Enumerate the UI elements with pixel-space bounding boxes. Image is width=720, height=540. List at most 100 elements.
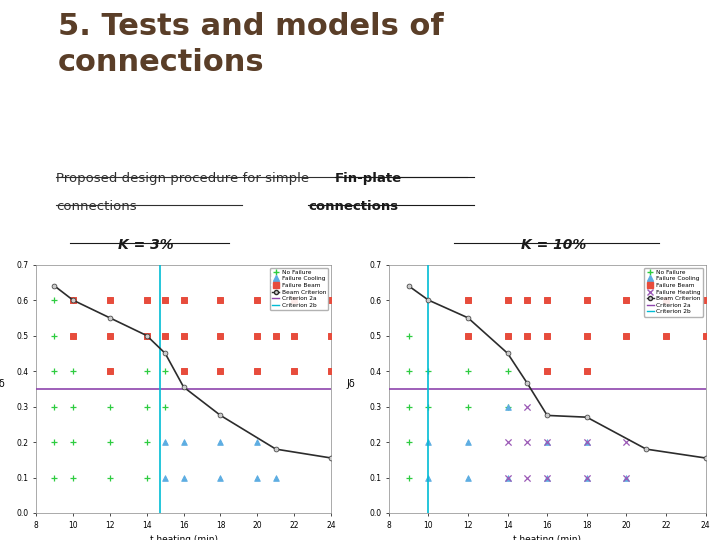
Failure Beam bbox=[289, 367, 300, 375]
Line: Beam Criterion: Beam Criterion bbox=[52, 284, 333, 461]
Beam Criterion bbox=[701, 455, 710, 461]
No Failure bbox=[403, 473, 415, 482]
Failure Beam bbox=[289, 296, 300, 305]
Text: Fin-plate: Fin-plate bbox=[335, 172, 402, 185]
Failure Beam bbox=[462, 296, 474, 305]
Failure Beam bbox=[104, 331, 115, 340]
Failure Cooling bbox=[270, 473, 282, 482]
Failure Beam bbox=[67, 331, 78, 340]
Beam Criterion bbox=[271, 446, 280, 453]
Beam Criterion bbox=[179, 384, 188, 390]
Beam Criterion bbox=[327, 455, 336, 461]
Failure Beam bbox=[141, 296, 153, 305]
X-axis label: t,heating (min): t,heating (min) bbox=[513, 535, 581, 540]
No Failure bbox=[67, 296, 78, 305]
Failure Beam bbox=[159, 296, 171, 305]
Failure Beam bbox=[700, 331, 711, 340]
No Failure bbox=[502, 367, 513, 375]
Failure Beam bbox=[141, 331, 153, 340]
No Failure bbox=[159, 331, 171, 340]
Failure Heating bbox=[621, 473, 632, 482]
No Failure bbox=[141, 438, 153, 447]
Text: 5. Tests and models of
connections: 5. Tests and models of connections bbox=[58, 12, 444, 77]
Failure Beam bbox=[252, 331, 264, 340]
Legend: No Failure, Failure Cooling, Failure Beam, Failure Heating, Beam Criterion, Crit: No Failure, Failure Cooling, Failure Bea… bbox=[644, 267, 703, 316]
No Failure bbox=[462, 331, 474, 340]
Failure Cooling bbox=[159, 438, 171, 447]
Failure Beam bbox=[252, 367, 264, 375]
Failure Beam bbox=[541, 296, 553, 305]
Failure Cooling bbox=[581, 438, 593, 447]
No Failure bbox=[159, 367, 171, 375]
Failure Beam bbox=[621, 331, 632, 340]
No Failure bbox=[49, 367, 60, 375]
No Failure bbox=[67, 438, 78, 447]
Failure Beam bbox=[700, 296, 711, 305]
No Failure bbox=[104, 402, 115, 411]
Failure Cooling bbox=[252, 473, 264, 482]
Failure Beam bbox=[660, 296, 672, 305]
No Failure bbox=[502, 331, 513, 340]
No Failure bbox=[252, 296, 264, 305]
No Failure bbox=[403, 438, 415, 447]
Failure Beam bbox=[178, 331, 189, 340]
Failure Beam bbox=[178, 367, 189, 375]
No Failure bbox=[462, 367, 474, 375]
Failure Beam bbox=[660, 331, 672, 340]
Failure Cooling bbox=[423, 438, 434, 447]
Text: K = 3%: K = 3% bbox=[118, 238, 174, 252]
Beam Criterion bbox=[642, 446, 651, 453]
No Failure bbox=[423, 367, 434, 375]
Failure Beam bbox=[159, 331, 171, 340]
Beam Criterion bbox=[143, 332, 151, 339]
Y-axis label: Jδ: Jδ bbox=[0, 379, 5, 389]
Failure Beam bbox=[289, 331, 300, 340]
Failure Beam bbox=[215, 367, 226, 375]
Beam Criterion bbox=[503, 350, 512, 356]
Beam Criterion bbox=[50, 282, 59, 289]
Failure Beam bbox=[621, 296, 632, 305]
No Failure bbox=[215, 296, 226, 305]
No Failure bbox=[49, 473, 60, 482]
Beam Criterion bbox=[523, 380, 531, 387]
Beam Criterion bbox=[424, 297, 433, 303]
X-axis label: t,heating (min): t,heating (min) bbox=[150, 535, 217, 540]
No Failure bbox=[423, 402, 434, 411]
Text: 99: 99 bbox=[8, 153, 24, 166]
No Failure bbox=[67, 402, 78, 411]
Y-axis label: Jδ: Jδ bbox=[346, 379, 355, 389]
Failure Cooling bbox=[581, 473, 593, 482]
Failure Cooling bbox=[215, 473, 226, 482]
Failure Beam bbox=[502, 296, 513, 305]
Failure Cooling bbox=[423, 473, 434, 482]
No Failure bbox=[462, 402, 474, 411]
No Failure bbox=[67, 367, 78, 375]
Beam Criterion bbox=[582, 414, 591, 421]
No Failure bbox=[215, 331, 226, 340]
Failure Beam bbox=[104, 367, 115, 375]
Failure Cooling bbox=[502, 473, 513, 482]
Failure Beam bbox=[270, 331, 282, 340]
No Failure bbox=[403, 331, 415, 340]
No Failure bbox=[462, 296, 474, 305]
Failure Cooling bbox=[159, 473, 171, 482]
No Failure bbox=[403, 402, 415, 411]
Line: Beam Criterion: Beam Criterion bbox=[406, 284, 708, 461]
Failure Cooling bbox=[252, 438, 264, 447]
Beam Criterion bbox=[543, 412, 552, 418]
Failure Beam bbox=[541, 367, 553, 375]
Failure Beam bbox=[581, 367, 593, 375]
Failure Heating bbox=[521, 438, 533, 447]
Failure Beam bbox=[325, 367, 337, 375]
Criterion 2a bbox=[226, 386, 235, 392]
Failure Beam bbox=[541, 331, 553, 340]
Failure Beam bbox=[178, 296, 189, 305]
Beam Criterion bbox=[216, 412, 225, 418]
Text: connections: connections bbox=[308, 200, 398, 213]
Legend: No Failure, Failure Cooling, Failure Beam, Beam Criterion, Criterion 2a, Criteri: No Failure, Failure Cooling, Failure Bea… bbox=[270, 267, 328, 310]
No Failure bbox=[104, 367, 115, 375]
Text: Proposed design procedure for simple: Proposed design procedure for simple bbox=[56, 172, 310, 185]
No Failure bbox=[104, 438, 115, 447]
Failure Heating bbox=[581, 438, 593, 447]
No Failure bbox=[49, 296, 60, 305]
